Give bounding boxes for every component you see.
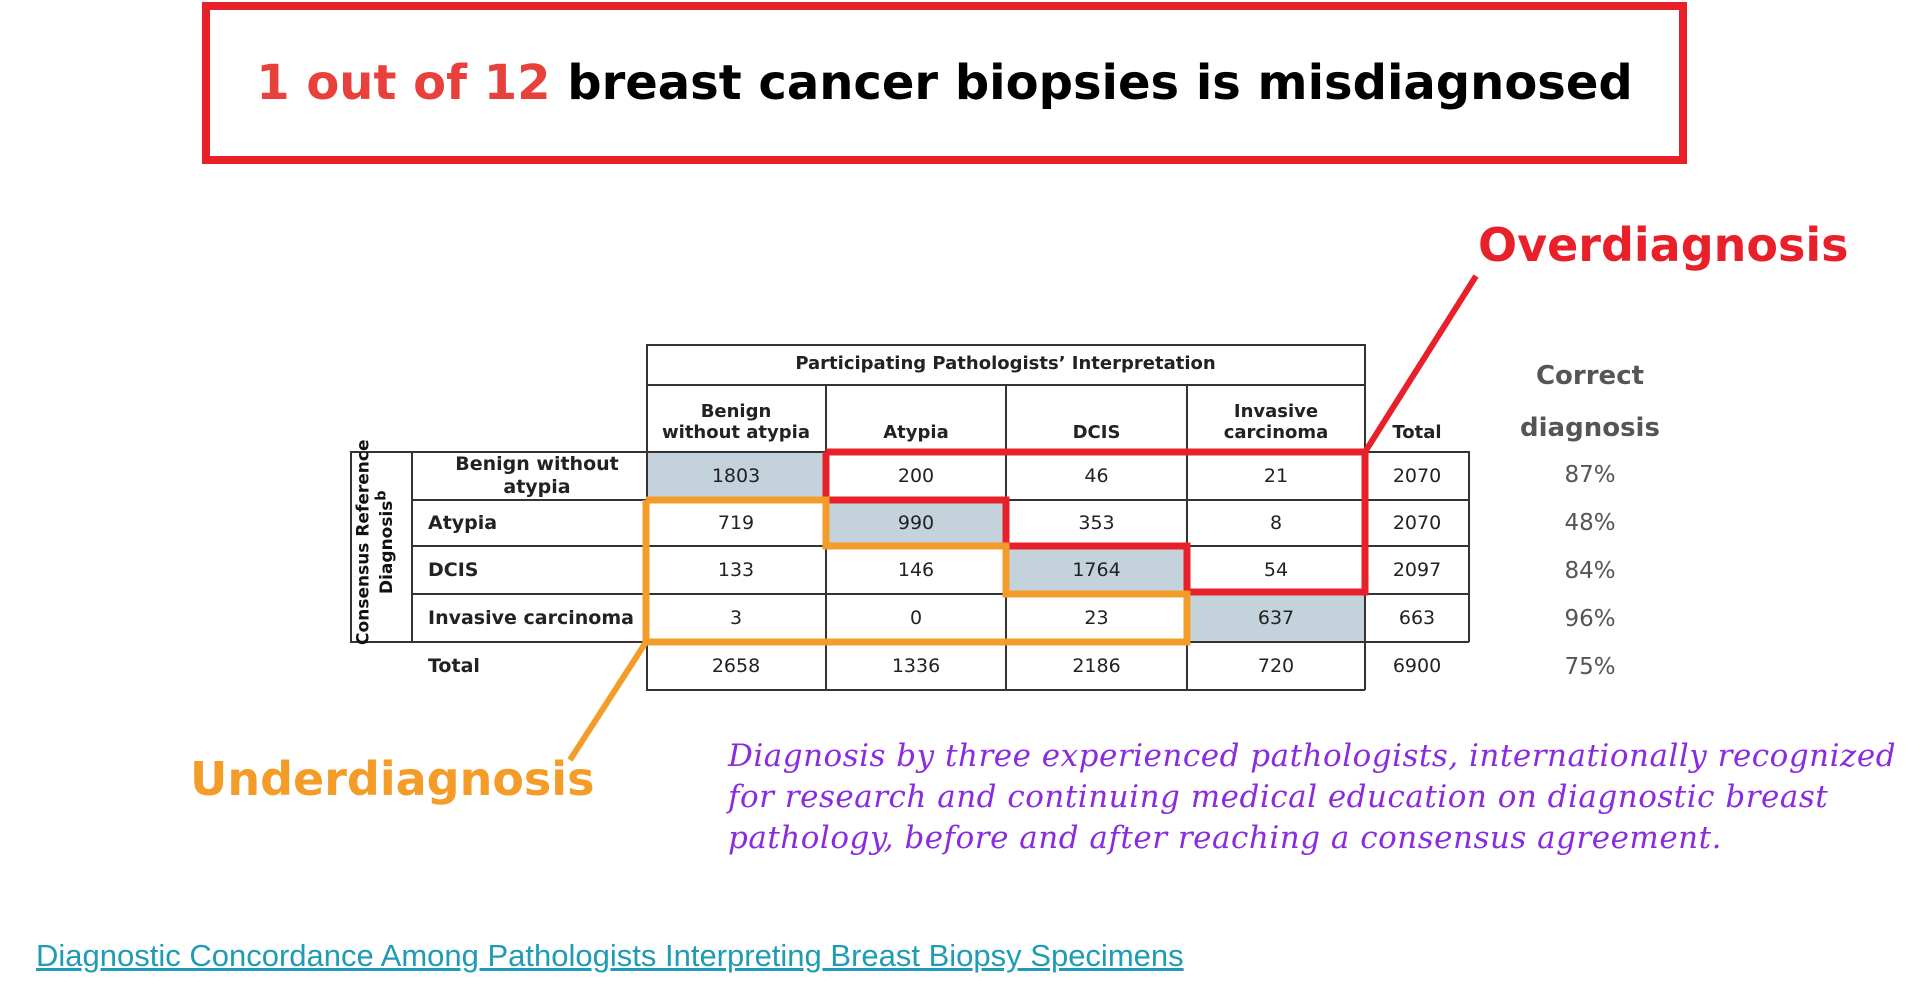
table-rule — [411, 451, 413, 642]
table-cell: 146 — [897, 558, 935, 581]
table-cell: 637 — [1187, 594, 1365, 642]
column-header-line2: carcinoma — [1223, 422, 1329, 444]
row-total-cell: 2070 — [1392, 511, 1442, 534]
side-label-line2: Diagnosis — [377, 500, 398, 594]
table-rule — [350, 641, 1469, 643]
column-header-line1: Benign — [700, 400, 772, 422]
table-cell: 719 — [717, 511, 755, 534]
side-label-line1: Consensus Reference — [353, 439, 374, 645]
overdiagnosis-label: Overdiagnosis — [1478, 218, 1849, 272]
table-cell: 54 — [1263, 558, 1289, 581]
table-rule — [412, 499, 1469, 501]
group-header: Participating Pathologists’ Interpretati… — [795, 353, 1216, 375]
table-cell: 46 — [1084, 464, 1109, 487]
total-row-cell: 720 — [1257, 654, 1295, 677]
column-header-line1: Invasive — [1233, 400, 1319, 422]
table-cell: 1803 — [646, 452, 826, 500]
column-header: Benign without atypia — [646, 386, 826, 452]
row-label: Atypia — [428, 511, 498, 534]
table-cell: 200 — [897, 464, 935, 487]
total-row-label: Total — [428, 654, 480, 677]
correct-diagnosis-value: 84% — [1564, 558, 1616, 584]
table-cell: 133 — [717, 558, 755, 581]
headline-box: 1 out of 12 breast cancer biopsies is mi… — [202, 2, 1687, 164]
table-cell: 1764 — [1006, 546, 1187, 594]
table-rule — [1005, 384, 1007, 690]
row-total-cell: 663 — [1398, 606, 1436, 629]
column-header-line2: DCIS — [1072, 422, 1121, 444]
correct-diagnosis-value: 96% — [1564, 606, 1616, 632]
table-rule — [646, 689, 1365, 691]
underdiagnosis-label: Underdiagnosis — [190, 752, 595, 806]
row-label: Invasive carcinoma — [428, 606, 634, 629]
table-rule — [1364, 344, 1366, 690]
table-rule — [646, 344, 1365, 346]
row-total-cell: 2097 — [1392, 558, 1442, 581]
total-row-cell: 1336 — [891, 654, 941, 677]
table-cell: 353 — [1078, 511, 1115, 534]
table-cell: 0 — [909, 606, 923, 629]
table-cell: 8 — [1269, 511, 1283, 534]
table-rule — [825, 384, 827, 690]
consensus-note: Diagnosis by three experienced pathologi… — [728, 738, 1897, 856]
column-header-line2: Atypia — [883, 422, 949, 444]
table-cell: 3 — [729, 606, 743, 629]
headline-highlight: 1 out of 12 — [256, 55, 551, 111]
total-row-cell: 2658 — [711, 654, 761, 677]
correct-diagnosis-value: 87% — [1564, 462, 1616, 488]
table-rule — [646, 344, 648, 690]
grand-total-cell: 6900 — [1392, 654, 1442, 677]
row-label: Benign without atypia — [455, 453, 619, 498]
table-cell: 21 — [1263, 464, 1289, 487]
table-rule — [412, 593, 1469, 595]
correct-header-line2: diagnosis — [1520, 413, 1660, 443]
correct-diagnosis-header: Correct diagnosis — [1500, 350, 1680, 454]
table-cell: 990 — [826, 500, 1006, 546]
row-total-cell: 2070 — [1392, 464, 1442, 487]
side-label-sup: b — [374, 490, 391, 501]
side-label: Consensus Reference Diagnosisb — [350, 439, 402, 644]
column-header: Atypia — [826, 386, 1006, 452]
row-label: DCIS — [428, 558, 479, 581]
table-rule — [412, 545, 1469, 547]
column-header: DCIS — [1006, 386, 1187, 452]
correct-diagnosis-value: 48% — [1564, 510, 1616, 536]
correct-diagnosis-total: 75% — [1564, 654, 1616, 680]
source-link[interactable]: Diagnostic Concordance Among Pathologist… — [36, 938, 1184, 973]
headline-text: breast cancer biopsies is misdiagnosed — [567, 55, 1633, 111]
table-rule — [1186, 384, 1188, 690]
total-column-header: Total — [1392, 422, 1442, 444]
column-header-line2: without atypia — [662, 422, 810, 444]
table-rule — [350, 451, 1469, 453]
table-rule — [350, 451, 352, 642]
column-header: Invasive carcinoma — [1187, 386, 1365, 452]
table-cell: 23 — [1084, 606, 1109, 629]
total-row-cell: 2186 — [1072, 654, 1121, 677]
correct-header-line1: Correct — [1535, 361, 1645, 391]
table-rule — [1468, 451, 1470, 642]
